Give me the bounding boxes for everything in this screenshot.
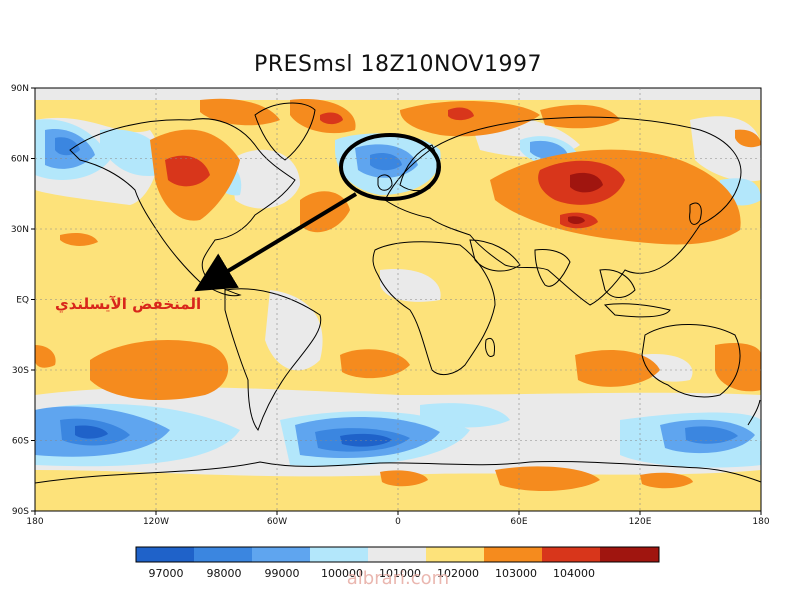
lon-label: 60W <box>267 517 287 527</box>
colorbar-swatch <box>484 547 542 562</box>
lat-label: 60S <box>12 437 29 447</box>
colorbar-label: 98000 <box>207 567 242 580</box>
colorbar-label: 97000 <box>149 567 184 580</box>
lat-label: 90N <box>11 84 29 94</box>
gridlines <box>35 88 761 511</box>
colorbar-label: 101000 <box>379 567 421 580</box>
lat-label: EQ <box>16 296 29 306</box>
lat-label: 30N <box>11 225 29 235</box>
colorbar-swatch <box>368 547 426 562</box>
icelandic-low-label: المنخفض الآيسلندي <box>55 295 202 313</box>
lat-labels: 90N 60N 30N EQ 30S 60S 90S <box>11 84 29 517</box>
circle-marker-icon <box>339 133 441 201</box>
colorbar-swatch <box>252 547 310 562</box>
colorbar-swatch <box>136 547 194 562</box>
colorbar-swatch <box>426 547 484 562</box>
colorbar-swatch <box>194 547 252 562</box>
colorbar-swatch <box>542 547 600 562</box>
lon-label: 120W <box>143 517 169 527</box>
lat-label: 90S <box>12 507 29 517</box>
coastlines <box>35 102 761 484</box>
ticks <box>31 87 762 515</box>
lon-label: 0 <box>395 517 401 527</box>
watermark: albrari.com <box>346 568 450 589</box>
colorbar-label: 103000 <box>495 567 537 580</box>
lon-label: 60E <box>510 517 527 527</box>
colorbar: 97000 98000 99000 100000 101000 102000 1… <box>135 546 660 580</box>
page-title: PRESmsl 18Z10NOV1997 <box>254 52 542 77</box>
lon-labels: 180 120W 60W 0 60E 120E 180 <box>26 517 769 527</box>
lat-label: 60N <box>11 155 29 165</box>
lon-label: 120E <box>629 517 652 527</box>
colorbar-swatch <box>310 547 368 562</box>
colorbar-label: 104000 <box>553 567 595 580</box>
lon-label: 180 <box>752 517 769 527</box>
colorbar-swatch <box>600 547 659 562</box>
lon-label: 180 <box>26 517 43 527</box>
colorbar-label: 99000 <box>265 567 300 580</box>
colorbar-label: 100000 <box>321 567 363 580</box>
lat-label: 30S <box>12 366 29 376</box>
arrow-pointer-icon <box>194 192 358 292</box>
colorbar-label: 102000 <box>437 567 479 580</box>
